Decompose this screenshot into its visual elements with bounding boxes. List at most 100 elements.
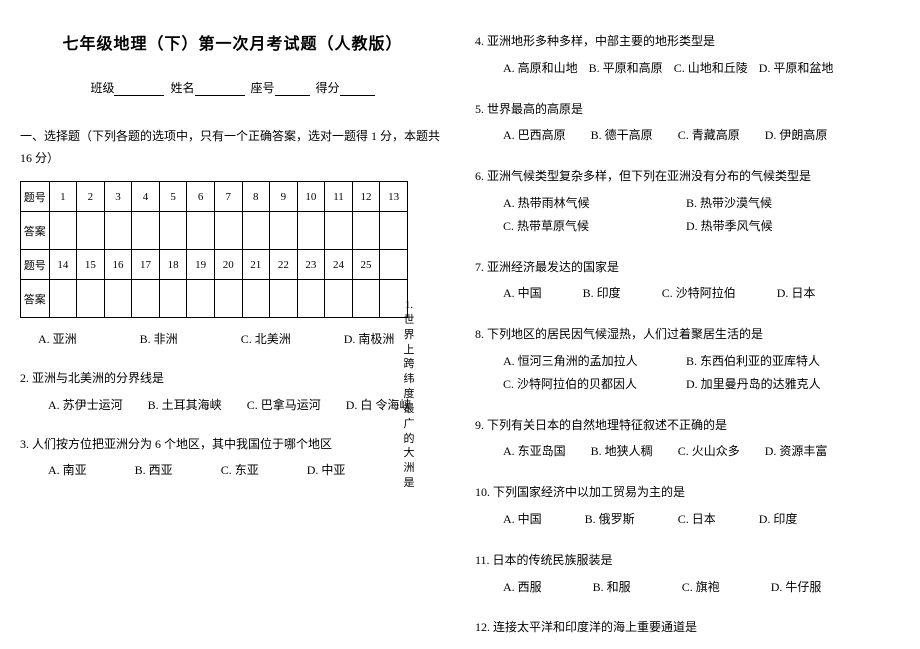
q6-opt-d: D. 热带季风气候 [686,215,866,238]
q3: 3. 人们按方位把亚洲分为 6 个地区，其中我国位于哪个地区 A. 南亚 B. … [20,433,445,483]
cell-num: 2 [77,182,105,212]
answer-cell[interactable] [270,280,298,318]
q7-opt-d: D. 日本 [777,282,816,305]
q3-opt-d: D. 中亚 [307,459,346,482]
cell-num [380,250,408,280]
q9-opt-b: B. 地狭人稠 [591,440,653,463]
answer-cell[interactable] [77,212,105,250]
class-label: 班级 [90,81,114,95]
q4-opt-c: C. 山地和丘陵 [674,57,748,80]
row-label-num: 题号 [21,182,50,212]
q4-opt-b: B. 平原和高原 [589,57,663,80]
q6: 6. 亚洲气候类型复杂多样，但下列在亚洲没有分布的气候类型是 A. 热带雨林气候… [475,165,900,237]
cell-num: 18 [159,250,187,280]
seat-label: 座号 [251,81,275,95]
cell-num: 15 [77,250,105,280]
q3-opt-a: A. 南亚 [48,459,87,482]
cell-num: 12 [352,182,380,212]
q8-opt-b: B. 东西伯利亚的亚库特人 [686,350,866,373]
answer-cell[interactable] [325,280,353,318]
q4-text: 4. 亚洲地形多种多样，中部主要的地形类型是 [475,30,900,53]
q8-opt-d: D. 加里曼丹岛的达雅克人 [686,373,866,396]
q7-opt-a: A. 中国 [503,282,542,305]
q6-opt-c: C. 热带草原气候 [503,215,683,238]
seat-blank[interactable] [275,82,310,96]
q5-opt-d: D. 伊朗高原 [765,124,828,147]
answer-cell[interactable] [187,212,215,250]
score-blank[interactable] [340,82,375,96]
row-label-num: 题号 [21,250,50,280]
q7-opt-b: B. 印度 [583,282,621,305]
q8-opt-c: C. 沙特阿拉伯的贝都因人 [503,373,683,396]
cell-num: 8 [242,182,270,212]
q6-text: 6. 亚洲气候类型复杂多样，但下列在亚洲没有分布的气候类型是 [475,165,900,188]
cell-num: 3 [104,182,132,212]
answer-cell[interactable] [242,280,270,318]
q10-text: 10. 下列国家经济中以加工贸易为主的是 [475,481,900,504]
q8-opt-a: A. 恒河三角洲的孟加拉人 [503,350,683,373]
cell-num: 19 [187,250,215,280]
cell-num: 4 [132,182,160,212]
q6-opt-b: B. 热带沙漠气候 [686,192,866,215]
answer-cell[interactable] [214,212,242,250]
q5: 5. 世界最高的高原是 A. 巴西高原 B. 德干高原 C. 青藏高原 D. 伊… [475,98,900,148]
cell-num: 10 [297,182,325,212]
q11: 11. 日本的传统民族服装是 A. 西服 B. 和服 C. 旗袍 D. 牛仔服 [475,549,900,599]
answer-cell[interactable] [132,280,160,318]
q10-opt-b: B. 俄罗斯 [585,508,635,531]
answer-cell[interactable] [49,280,77,318]
student-info-line: 班级 姓名 座号 得分 [20,79,445,96]
answer-cell[interactable] [352,280,380,318]
answer-cell[interactable] [380,212,408,250]
q6-opt-a: A. 热带雨林气候 [503,192,683,215]
q2-opt-b: B. 土耳其海峡 [148,394,222,417]
class-blank[interactable] [114,82,164,96]
q3-text: 3. 人们按方位把亚洲分为 6 个地区，其中我国位于哪个地区 [20,433,445,456]
q5-text: 5. 世界最高的高原是 [475,98,900,121]
answer-cell[interactable] [297,212,325,250]
q1-options: A. 亚洲 B. 非洲 C. 北美洲 D. 南极洲 [20,328,445,351]
score-label: 得分 [316,81,340,95]
q2-opt-a: A. 苏伊士运河 [48,394,123,417]
answer-cell[interactable] [132,212,160,250]
answer-cell[interactable] [104,212,132,250]
row-label-ans: 答案 [21,280,50,318]
answer-cell[interactable] [214,280,242,318]
q2-opt-c: C. 巴拿马运河 [247,394,321,417]
cell-num: 22 [270,250,298,280]
answer-cell[interactable] [297,280,325,318]
q10: 10. 下列国家经济中以加工贸易为主的是 A. 中国 B. 俄罗斯 C. 日本 … [475,481,900,531]
cell-num: 7 [214,182,242,212]
cell-num: 1 [49,182,77,212]
q5-opt-a: A. 巴西高原 [503,124,566,147]
answer-cell[interactable] [187,280,215,318]
q2-text: 2. 亚洲与北美洲的分界线是 [20,367,445,390]
q9-opt-a: A. 东亚岛国 [503,440,566,463]
answer-cell[interactable] [77,280,105,318]
answer-cell[interactable] [242,212,270,250]
q7: 7. 亚洲经济最发达的国家是 A. 中国 B. 印度 C. 沙特阿拉伯 D. 日… [475,256,900,306]
q1-opt-c: C. 北美洲 [241,328,291,351]
answer-cell[interactable] [159,280,187,318]
exam-title: 七年级地理（下）第一次月考试题（人教版） [20,30,445,54]
answer-cell[interactable] [49,212,77,250]
q8: 8. 下列地区的居民因气候湿热，人们过着聚居生活的是 A. 恒河三角洲的孟加拉人… [475,323,900,395]
answer-cell[interactable] [104,280,132,318]
q3-opt-c: C. 东亚 [221,459,259,482]
q3-opt-b: B. 西亚 [135,459,173,482]
answer-cell[interactable] [352,212,380,250]
answer-cell[interactable] [159,212,187,250]
q1-opt-a: A. 亚洲 [38,328,77,351]
q5-opt-b: B. 德干高原 [591,124,653,147]
answer-cell[interactable] [270,212,298,250]
q11-opt-a: A. 西服 [503,576,542,599]
q9-text: 9. 下列有关日本的自然地理特征叙述不正确的是 [475,414,900,437]
q2: 2. 亚洲与北美洲的分界线是 A. 苏伊士运河 B. 土耳其海峡 C. 巴拿马运… [20,367,445,417]
q4-opt-d: D. 平原和盆地 [759,57,834,80]
q12-text: 12. 连接太平洋和印度洋的海上重要通道是 [475,616,900,639]
q1-text: 1. 世界上跨纬度最广的大洲是 [402,298,416,491]
answer-cell[interactable] [325,212,353,250]
cell-num: 20 [214,250,242,280]
q10-opt-a: A. 中国 [503,508,542,531]
name-blank[interactable] [195,82,245,96]
